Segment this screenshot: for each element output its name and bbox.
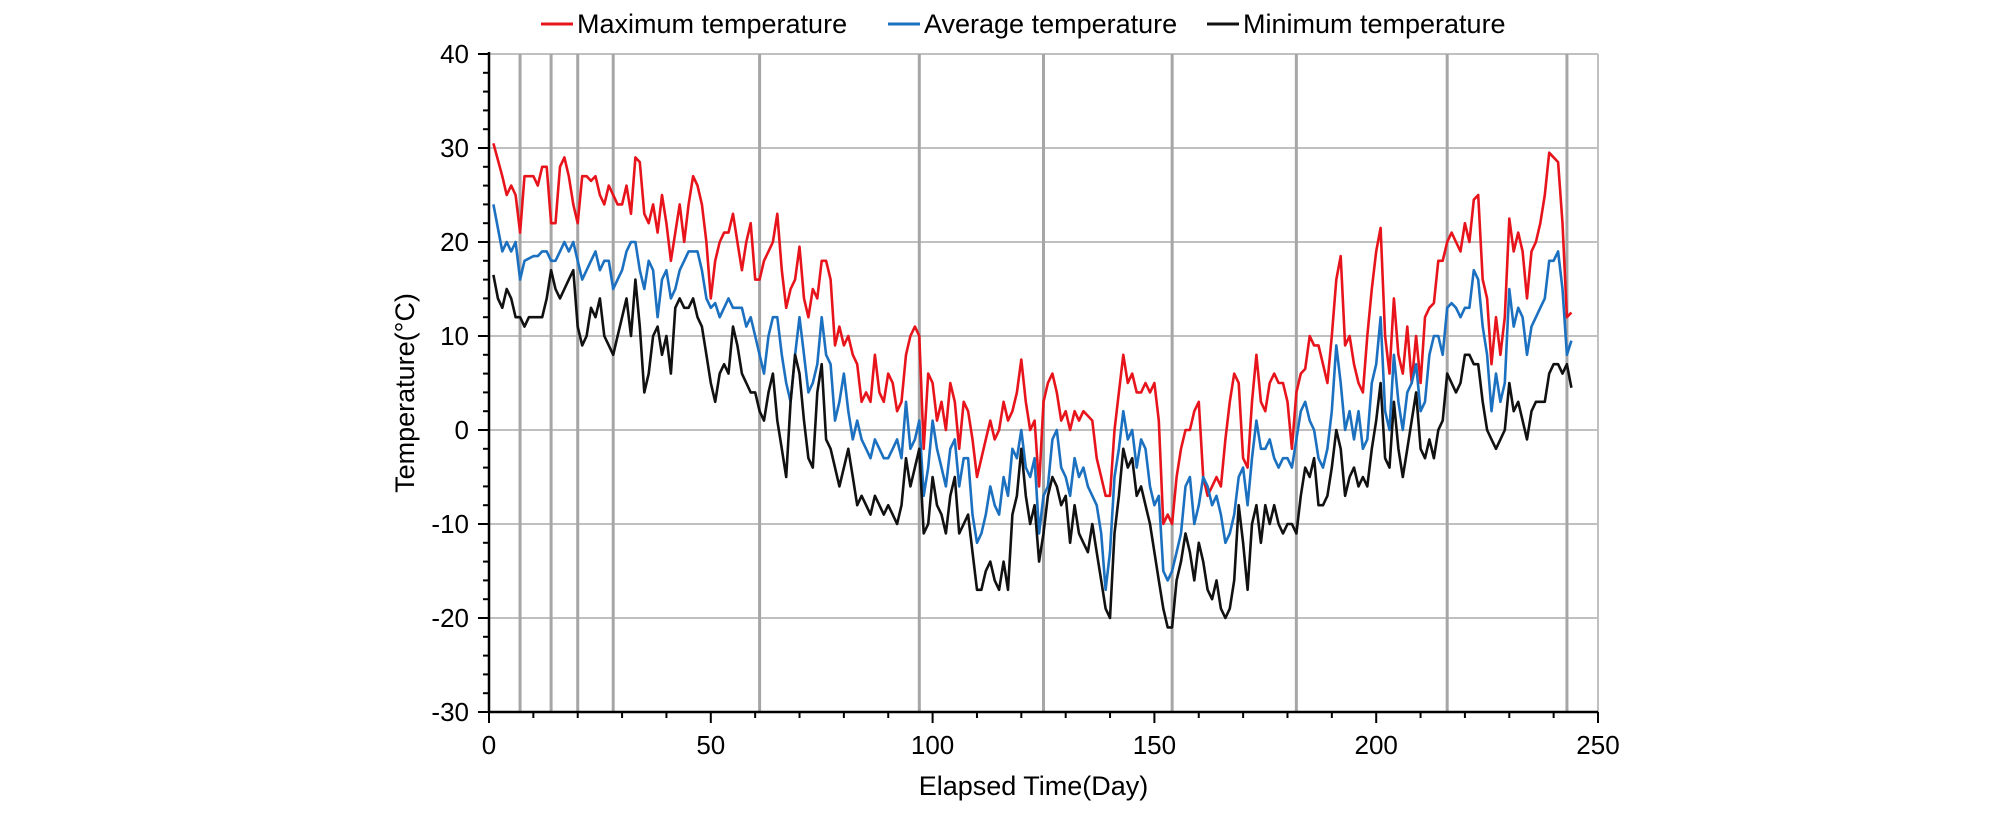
legend-label: Maximum temperature [577,9,847,39]
vertical-markers [518,54,1569,712]
y-tick-label: 40 [440,39,469,69]
x-tick-label: 50 [696,730,725,760]
y-tick-label: 10 [440,321,469,351]
y-tick-label: -20 [431,603,469,633]
legend: Maximum temperature Average temperature Mi… [541,9,1506,39]
series-lines [492,142,1573,629]
y-tick-label: 30 [440,133,469,163]
legend-label: Minimum temperature [1243,9,1506,39]
y-tick-label: 20 [440,227,469,257]
x-tick-label: 150 [1133,730,1176,760]
x-tick-label: 250 [1576,730,1619,760]
axes [478,52,1599,723]
y-axis-title: Temperature(°C) [390,293,420,493]
x-tick-label: 100 [911,730,954,760]
series-line [492,204,1573,592]
y-tick-label: -10 [431,509,469,539]
tick-labels: -30 -20 -10 0 10 20 30 40 0 50 100 150 200 250 [431,39,1619,760]
x-axis-title: Elapsed Time(Day) [919,771,1149,801]
x-tick-label: 200 [1355,730,1398,760]
y-tick-label: 0 [455,415,469,445]
series-line [492,268,1573,629]
series-line [492,142,1573,526]
legend-label: Average temperature [924,9,1177,39]
y-tick-label: -30 [431,697,469,727]
x-tick-label: 0 [482,730,496,760]
